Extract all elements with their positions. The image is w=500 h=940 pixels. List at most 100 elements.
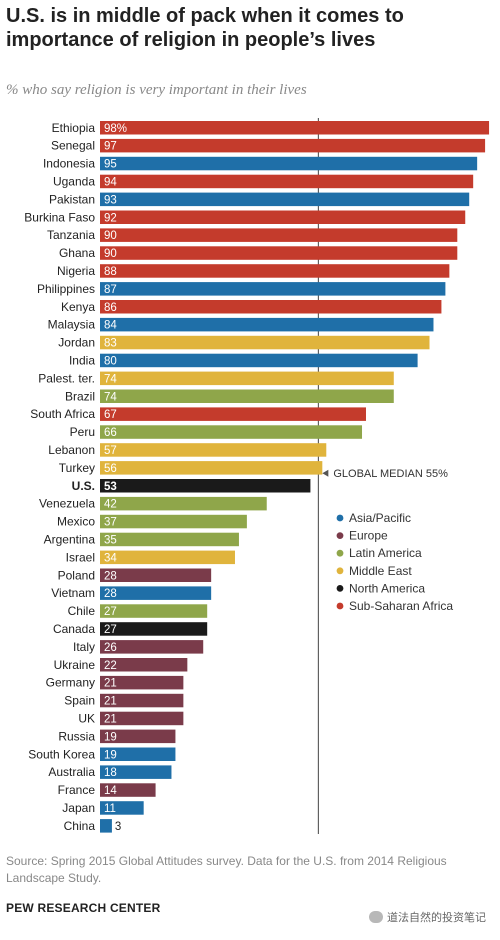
bar-chart: Ethiopia 98% Senegal 97 Indonesia 95 Uganda 94 P…	[24, 118, 490, 834]
legend-marker	[336, 567, 344, 575]
category-label: Lebanon	[48, 443, 95, 457]
data-label: 97	[104, 141, 117, 153]
chart-subtitle: % who say religion is very important in …	[6, 82, 307, 98]
bar	[100, 282, 446, 296]
data-label: 26	[104, 642, 117, 654]
bar	[100, 819, 112, 833]
category-label: Senegal	[51, 139, 95, 153]
category-label: Ukraine	[54, 658, 96, 672]
median-arrow-icon	[322, 469, 329, 477]
data-label: 34	[104, 552, 117, 564]
data-label: 94	[104, 176, 117, 188]
data-label: 80	[104, 355, 117, 367]
data-label: 93	[104, 194, 117, 206]
bar	[100, 747, 176, 761]
data-label: 83	[104, 338, 117, 350]
bar	[100, 174, 474, 189]
data-label: 19	[104, 749, 117, 761]
bar	[100, 675, 184, 690]
bar	[100, 550, 235, 565]
bar	[100, 317, 434, 332]
data-label: 87	[104, 284, 117, 296]
data-label: 37	[104, 517, 117, 529]
category-label: Turkey	[59, 461, 95, 475]
bar	[100, 693, 184, 708]
category-label: Indonesia	[43, 157, 95, 171]
category-label: Chile	[68, 604, 96, 618]
org-name: PEW RESEARCH CENTER	[6, 901, 161, 915]
category-label: Mexico	[57, 515, 95, 529]
category-label: Israel	[66, 550, 95, 564]
data-label: 86	[104, 302, 117, 314]
legend-marker	[336, 549, 344, 557]
data-label: 74	[104, 373, 117, 385]
category-label: Palest. ter.	[38, 371, 95, 385]
legend-label: Middle East	[349, 564, 412, 578]
data-label: 74	[104, 391, 117, 403]
bar	[100, 335, 430, 350]
category-label: Poland	[58, 568, 95, 582]
legend-marker	[336, 585, 344, 592]
category-label: Vietnam	[51, 586, 95, 600]
category-label: Japan	[62, 801, 95, 815]
bar	[100, 765, 172, 779]
data-label: 42	[104, 499, 117, 511]
bar	[100, 264, 450, 278]
data-label: 27	[104, 624, 117, 636]
chart-title: U.S. is in middle of pack when it comes …	[6, 5, 404, 51]
category-label: Australia	[48, 765, 95, 779]
bar	[100, 443, 327, 457]
data-label: 21	[104, 678, 117, 690]
category-label: Uganda	[53, 174, 95, 188]
category-label: Spain	[64, 694, 95, 708]
category-label: U.S.	[72, 479, 95, 493]
category-label: Burkina Faso	[24, 210, 95, 224]
data-label: 18	[104, 767, 117, 779]
data-label: 56	[104, 463, 117, 475]
data-label: 27	[104, 606, 117, 618]
category-label: Germany	[46, 676, 95, 690]
source-note: Source: Spring 2015 Global Attitudes sur…	[6, 854, 447, 885]
data-label: 35	[104, 534, 117, 546]
bar	[100, 622, 208, 636]
bar	[100, 568, 212, 582]
bar	[100, 783, 156, 797]
category-label: France	[58, 783, 96, 797]
bar	[100, 228, 458, 242]
category-label: Brazil	[65, 389, 95, 403]
category-label: Peru	[70, 425, 95, 439]
data-label: 84	[104, 320, 117, 332]
data-label: 28	[104, 570, 117, 582]
legend-label: Europe	[349, 529, 388, 543]
category-label: Argentina	[44, 532, 96, 546]
bar	[100, 586, 212, 600]
bar	[100, 425, 363, 439]
bar	[100, 300, 442, 314]
bar	[100, 210, 466, 224]
category-label: Canada	[53, 622, 95, 636]
bar	[100, 640, 204, 654]
bar	[100, 138, 486, 153]
legend-label: Latin America	[349, 546, 422, 560]
data-label: 11	[104, 803, 116, 815]
category-label: India	[69, 353, 95, 367]
category-label: Tanzania	[47, 228, 95, 242]
bar	[100, 192, 470, 207]
data-label: 88	[104, 266, 117, 278]
data-label: 21	[104, 696, 117, 708]
data-label: 3	[115, 821, 121, 833]
data-label: 14	[104, 785, 117, 797]
category-label: Kenya	[61, 300, 95, 314]
bar	[100, 407, 366, 421]
legend-label: Asia/Pacific	[349, 511, 411, 525]
legend-marker	[336, 602, 344, 610]
category-label: Ethiopia	[52, 121, 96, 135]
bar	[100, 121, 490, 135]
category-label: Russia	[58, 729, 95, 743]
bar	[100, 514, 247, 529]
bar	[100, 604, 208, 618]
category-label: Nigeria	[57, 264, 95, 278]
data-label: 28	[104, 588, 117, 600]
bar	[100, 353, 418, 368]
category-label: Italy	[73, 640, 95, 654]
